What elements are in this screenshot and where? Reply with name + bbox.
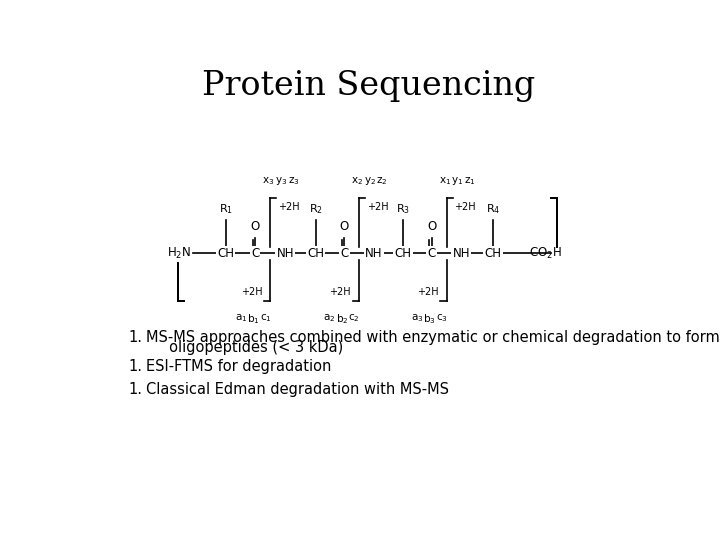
Text: 1.: 1. [129, 359, 143, 374]
Text: y$_3$: y$_3$ [275, 175, 287, 187]
Text: CH: CH [217, 247, 234, 260]
Text: x$_3$: x$_3$ [263, 176, 275, 187]
Text: ESI-FTMS for degradation: ESI-FTMS for degradation [145, 359, 331, 374]
Text: a$_3$: a$_3$ [411, 312, 423, 324]
Text: +2H: +2H [278, 202, 300, 212]
Text: x$_1$: x$_1$ [438, 176, 451, 187]
Text: O: O [427, 220, 436, 233]
Text: Protein Sequencing: Protein Sequencing [202, 70, 536, 103]
Text: NH: NH [276, 247, 294, 260]
Text: R$_1$: R$_1$ [219, 202, 233, 215]
Text: b$_1$: b$_1$ [247, 312, 259, 326]
Text: R$_4$: R$_4$ [486, 202, 500, 215]
Text: MS-MS approaches combined with enzymatic or chemical degradation to form: MS-MS approaches combined with enzymatic… [145, 330, 719, 346]
Text: Classical Edman degradation with MS-MS: Classical Edman degradation with MS-MS [145, 382, 449, 397]
Text: a$_1$: a$_1$ [235, 312, 247, 324]
Text: R$_2$: R$_2$ [309, 202, 323, 215]
Text: b$_3$: b$_3$ [423, 312, 436, 326]
Text: c$_3$: c$_3$ [436, 312, 448, 324]
Text: CO$_2$H: CO$_2$H [529, 246, 562, 261]
Text: C: C [251, 247, 259, 260]
Text: b$_2$: b$_2$ [336, 312, 348, 326]
Text: NH: NH [365, 247, 382, 260]
Text: H$_2$N: H$_2$N [166, 246, 191, 261]
Text: +2H: +2H [240, 287, 262, 298]
Text: z$_2$: z$_2$ [377, 176, 388, 187]
Text: NH: NH [452, 247, 470, 260]
Text: z$_3$: z$_3$ [287, 176, 300, 187]
Text: +2H: +2H [330, 287, 351, 298]
Text: CH: CH [395, 247, 412, 260]
Text: R$_3$: R$_3$ [396, 202, 410, 215]
Text: oligopeptides (< 3 kDa): oligopeptides (< 3 kDa) [145, 340, 343, 355]
Text: 1.: 1. [129, 330, 143, 346]
Text: O: O [340, 220, 348, 233]
Text: CH: CH [485, 247, 502, 260]
Text: +2H: +2H [454, 202, 476, 212]
Text: c$_2$: c$_2$ [348, 312, 360, 324]
Text: O: O [251, 220, 260, 233]
Text: C: C [340, 247, 348, 260]
Text: +2H: +2H [366, 202, 388, 212]
Text: a$_2$: a$_2$ [323, 312, 336, 324]
Text: c$_1$: c$_1$ [260, 312, 271, 324]
Text: 1.: 1. [129, 382, 143, 397]
Text: x$_2$: x$_2$ [351, 176, 364, 187]
Text: C: C [428, 247, 436, 260]
Text: +2H: +2H [417, 287, 438, 298]
Text: y$_2$: y$_2$ [364, 175, 376, 187]
Text: CH: CH [307, 247, 324, 260]
Text: z$_1$: z$_1$ [464, 176, 475, 187]
Text: y$_1$: y$_1$ [451, 175, 464, 187]
